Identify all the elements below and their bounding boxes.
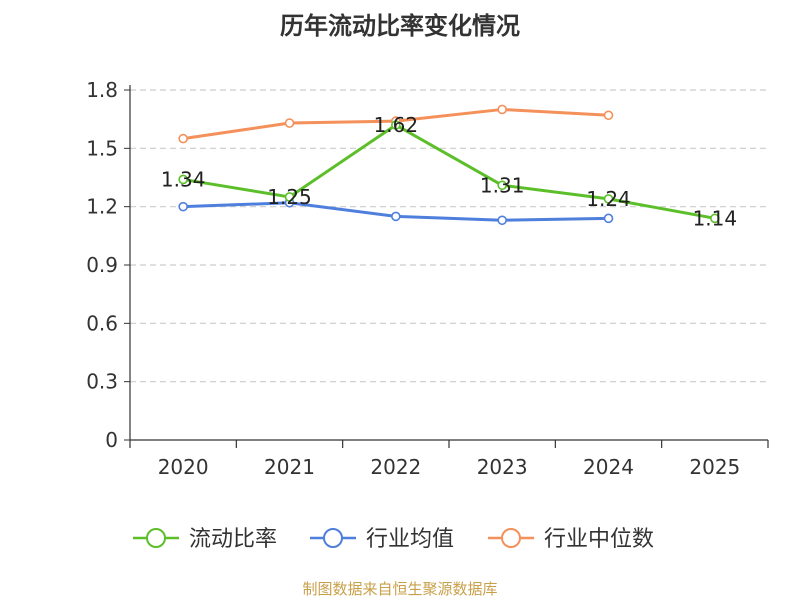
data-point-current_ratio — [603, 194, 614, 204]
data-label: 1.24 — [586, 187, 631, 211]
legend-label-industry_avg: 行业均值 — [366, 527, 454, 552]
legend-marker-current_ratio — [146, 528, 166, 548]
data-point-industry_median — [178, 133, 188, 144]
data-point-industry_avg — [603, 213, 614, 224]
data-point-current_ratio — [391, 120, 401, 130]
data-point-current_ratio — [178, 174, 188, 185]
chart-title: 历年流动比率变化情况 — [280, 12, 520, 40]
data-point-industry_median — [603, 110, 614, 121]
y-tick-label: 0.6 — [86, 311, 118, 335]
x-tick-label: 2022 — [370, 455, 421, 479]
x-tick-label: 2021 — [264, 455, 315, 479]
data-point-industry_median — [497, 104, 507, 115]
data-point-industry_avg — [391, 211, 401, 222]
legend-label-industry_median: 行业中位数 — [544, 527, 654, 552]
legend-label-current_ratio: 流动比率 — [189, 527, 277, 552]
data-point-current_ratio — [284, 192, 295, 202]
x-tick-label: 2023 — [477, 455, 528, 479]
data-label: 1.62 — [374, 113, 419, 137]
y-tick-label: 1.5 — [86, 136, 118, 160]
data-point-industry_avg — [178, 201, 188, 212]
data-label: 1.14 — [693, 206, 738, 230]
data-point-industry_median — [284, 118, 295, 128]
data-point-current_ratio — [710, 213, 720, 224]
y-tick-label: 0 — [105, 428, 118, 452]
x-tick-label: 2024 — [583, 455, 634, 479]
data-label: 1.31 — [480, 173, 525, 197]
data-label: 1.25 — [267, 185, 312, 209]
data-point-industry_avg — [497, 215, 507, 226]
x-tick-label: 2020 — [158, 455, 209, 479]
data-point-current_ratio — [497, 180, 507, 191]
x-tick-label: 2025 — [689, 455, 740, 479]
source-footer: 制图数据来自恒生聚源数据库 — [302, 580, 498, 598]
y-tick-label: 1.2 — [86, 195, 118, 219]
legend-marker-industry_median — [501, 528, 521, 548]
y-tick-label: 0.9 — [86, 253, 118, 277]
data-label: 1.34 — [161, 167, 206, 191]
y-tick-label: 0.3 — [86, 370, 118, 394]
legend-marker-industry_avg — [323, 528, 343, 548]
series-line-current_ratio — [182, 123, 716, 220]
y-tick-label: 1.8 — [86, 78, 118, 102]
